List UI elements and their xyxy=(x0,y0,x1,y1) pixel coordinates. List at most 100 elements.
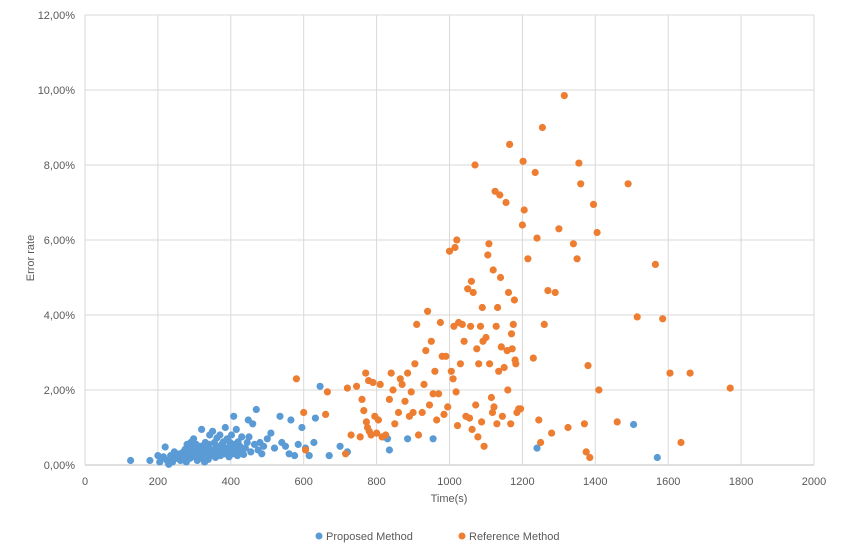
y-tick-label: 12,00% xyxy=(38,10,76,22)
data-point xyxy=(475,360,483,368)
y-tick-label: 2,00% xyxy=(44,385,75,397)
data-point xyxy=(677,438,685,447)
data-point xyxy=(429,390,437,398)
data-point xyxy=(496,273,505,282)
data-point xyxy=(493,420,501,428)
data-point xyxy=(447,367,455,375)
data-point xyxy=(209,427,217,435)
data-point xyxy=(582,448,590,456)
x-tick-label: 400 xyxy=(222,476,240,488)
data-point xyxy=(524,255,532,263)
data-point xyxy=(444,403,452,411)
data-point xyxy=(517,405,525,413)
data-point xyxy=(506,140,514,148)
data-point xyxy=(389,386,397,394)
data-point xyxy=(322,410,330,418)
x-tick-label: 1600 xyxy=(656,476,680,488)
data-point xyxy=(276,412,284,420)
data-point xyxy=(391,420,399,428)
data-point xyxy=(427,337,435,345)
data-point xyxy=(489,266,497,274)
data-point xyxy=(146,456,154,465)
data-point xyxy=(488,408,497,417)
data-point xyxy=(476,322,485,330)
data-point xyxy=(413,320,421,328)
data-point xyxy=(227,431,236,439)
data-point xyxy=(518,221,527,229)
data-point xyxy=(243,438,251,447)
data-point xyxy=(287,416,295,424)
data-point xyxy=(250,440,259,448)
data-point xyxy=(560,92,568,100)
data-point xyxy=(456,360,464,368)
data-point xyxy=(238,433,246,441)
y-tick-label: 8,00% xyxy=(44,160,75,172)
data-point xyxy=(240,450,248,459)
data-point xyxy=(533,444,541,452)
data-point xyxy=(651,260,660,268)
data-point xyxy=(478,303,486,312)
data-point xyxy=(270,444,279,452)
data-point xyxy=(353,382,361,390)
y-axis-title: Error rate xyxy=(25,235,37,281)
y-tick-label: 0,00% xyxy=(44,460,75,472)
data-point xyxy=(452,388,460,396)
data-point xyxy=(398,380,406,388)
data-point xyxy=(577,180,585,188)
x-tick-label: 200 xyxy=(149,476,167,488)
data-point xyxy=(467,322,475,330)
data-point xyxy=(198,425,206,433)
data-point xyxy=(358,395,366,403)
data-point xyxy=(424,307,432,315)
data-point xyxy=(301,446,310,454)
data-point xyxy=(473,345,481,353)
data-point xyxy=(404,435,412,443)
data-point xyxy=(230,412,238,420)
data-point xyxy=(367,431,375,439)
data-point xyxy=(336,442,344,450)
data-point xyxy=(347,431,355,439)
data-point xyxy=(418,408,426,417)
data-point xyxy=(666,369,674,377)
data-point xyxy=(531,168,539,177)
legend-label-proposed: Proposed Method xyxy=(326,531,413,543)
data-point xyxy=(385,446,393,454)
data-point xyxy=(451,243,459,252)
data-point xyxy=(485,240,493,248)
data-point xyxy=(436,318,444,327)
data-point xyxy=(486,360,494,368)
data-point xyxy=(127,456,135,465)
data-point xyxy=(343,384,351,392)
legend-label-reference: Reference Method xyxy=(469,531,560,543)
data-point xyxy=(190,435,198,443)
data-point xyxy=(575,159,583,167)
data-point xyxy=(449,375,457,383)
data-point xyxy=(294,440,302,448)
data-point xyxy=(490,403,498,411)
data-point xyxy=(569,240,578,248)
data-point xyxy=(633,313,641,321)
data-point xyxy=(232,425,240,433)
data-point xyxy=(580,420,589,428)
x-tick-label: 1200 xyxy=(510,476,534,488)
data-point xyxy=(495,367,503,375)
x-tick-label: 1400 xyxy=(583,476,607,488)
series-reference-method xyxy=(292,92,734,462)
data-point xyxy=(551,288,559,297)
data-point xyxy=(498,412,506,420)
data-point xyxy=(281,442,290,450)
data-point xyxy=(252,405,260,414)
data-point xyxy=(422,347,430,355)
data-point xyxy=(659,315,667,323)
data-point xyxy=(453,422,462,430)
data-point xyxy=(310,438,318,447)
data-point xyxy=(431,367,439,375)
data-point xyxy=(445,247,454,255)
data-point xyxy=(519,157,527,165)
data-point xyxy=(507,330,516,338)
data-point xyxy=(496,191,504,199)
data-point xyxy=(245,433,253,441)
data-point xyxy=(538,123,547,132)
data-point xyxy=(504,288,513,297)
